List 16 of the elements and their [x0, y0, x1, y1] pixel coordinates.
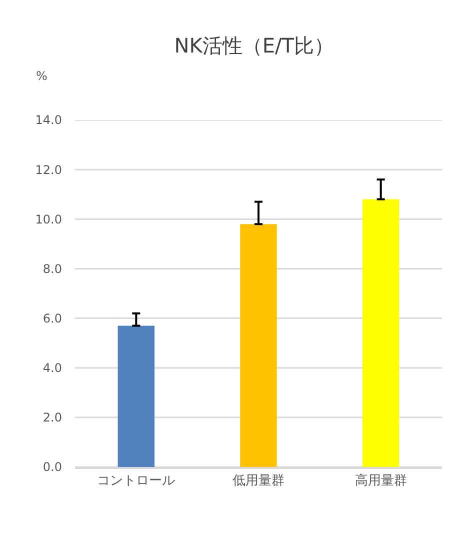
- y-tick-label: 6.0: [42, 311, 62, 326]
- x-tick-label: コントロール: [97, 473, 176, 488]
- chart-title: NK活性（E/T比）: [174, 33, 334, 58]
- bar: [240, 224, 277, 467]
- y-tick-label: 2.0: [42, 410, 62, 425]
- y-tick-label: 8.0: [42, 262, 62, 276]
- y-tick-label: 4.0: [42, 361, 62, 376]
- x-tick-label: 高用量群: [354, 472, 407, 488]
- y-tick-label: 14.0: [35, 113, 62, 128]
- bar: [118, 326, 155, 467]
- y-tick-label: 10.0: [35, 212, 62, 226]
- y-tick-label: 0.0: [42, 460, 62, 474]
- x-tick-label: 低用量群: [232, 473, 284, 488]
- y-tick-label: 12.0: [35, 162, 62, 177]
- bar: [362, 199, 400, 467]
- y-axis-title: %: [36, 69, 48, 83]
